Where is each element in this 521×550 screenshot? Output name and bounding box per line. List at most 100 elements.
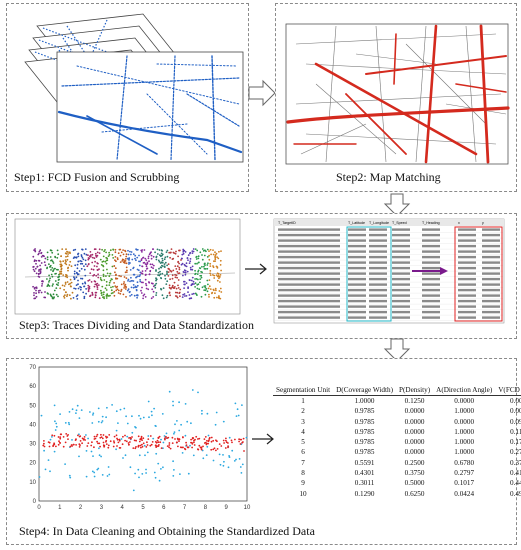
scatter-point-cleaned — [171, 436, 174, 439]
step3-caption: Step3: Traces Dividing and Data Standard… — [19, 318, 254, 332]
trace-point — [104, 260, 107, 263]
trace-point — [214, 256, 217, 259]
table-cell: 0.3750 — [404, 469, 425, 478]
trace-point — [114, 271, 116, 274]
trace-point — [108, 251, 110, 254]
trace-point — [194, 273, 197, 276]
trace-point — [137, 275, 139, 278]
trace-point — [102, 293, 105, 296]
trace-point — [122, 249, 124, 251]
trace-point — [165, 283, 168, 285]
trace-point — [39, 271, 42, 274]
scatter-point-cleaned — [210, 440, 213, 443]
scatter-point-raw — [115, 448, 117, 451]
trace-point — [191, 293, 194, 295]
scatter-point-cleaned — [140, 437, 143, 439]
trace-point — [220, 269, 223, 272]
sheet-cell — [482, 277, 500, 281]
trace-point — [168, 251, 171, 254]
trace-point — [178, 266, 181, 269]
scatter-point-cleaned — [191, 437, 194, 440]
trace-point — [156, 248, 159, 251]
scatter-point-cleaned — [238, 438, 241, 441]
scatter-point-raw — [93, 471, 96, 474]
scatter-point-cleaned — [101, 437, 104, 440]
trace-point — [53, 289, 56, 292]
sheet-cell — [482, 228, 500, 231]
scatter-point-cleaned — [78, 435, 81, 438]
sheet-cell — [278, 244, 340, 248]
trace-point — [188, 262, 191, 264]
sheet-cell — [482, 316, 500, 319]
sheet-cell — [482, 294, 500, 297]
trace-point — [106, 268, 108, 271]
trace-point — [211, 292, 213, 295]
scatter-point-raw — [59, 413, 61, 415]
trace-point — [133, 294, 136, 297]
trace-point — [196, 273, 199, 275]
scatter-point-cleaned — [57, 436, 60, 438]
scatter-point-raw — [85, 450, 88, 452]
trace-point — [75, 284, 78, 286]
trace-point — [67, 251, 69, 253]
trace-point — [166, 264, 169, 267]
sheet-cell — [348, 228, 366, 231]
scatter-point-raw — [135, 426, 137, 429]
scatter-point-raw — [107, 466, 110, 468]
trace-point — [119, 261, 122, 263]
trace-point — [161, 272, 164, 275]
table-cell: 10 — [299, 489, 307, 498]
trace-point — [56, 249, 59, 252]
trace-point — [43, 296, 46, 299]
scatter-point-cleaned — [215, 449, 217, 452]
trace-point — [87, 263, 90, 265]
sheet-cell — [422, 261, 440, 264]
trace-point — [136, 296, 138, 299]
trace-point — [203, 289, 206, 291]
table-cell: 0.4123 — [510, 469, 521, 478]
scatter-point-cleaned — [157, 445, 160, 447]
trace-point — [57, 295, 59, 298]
scatter-point-raw — [97, 420, 100, 423]
trace-point — [42, 254, 45, 257]
scatter-point-raw — [55, 422, 58, 425]
trace-point — [200, 276, 203, 279]
trace-point — [81, 256, 84, 259]
trace-point — [168, 286, 171, 289]
scatter-point-cleaned — [55, 445, 57, 448]
scatter-point-raw — [227, 466, 230, 469]
trace-point — [142, 294, 145, 297]
trace-point — [135, 288, 138, 291]
scatter-point-raw — [119, 408, 122, 411]
arrow-right-icon — [252, 433, 274, 445]
trace-point — [39, 264, 41, 267]
trace-point — [208, 296, 210, 298]
scatter-point-raw — [137, 468, 140, 471]
scatter-point-raw — [87, 437, 89, 440]
trace-point — [175, 287, 178, 290]
trace-point — [53, 296, 55, 299]
scatter-point-cleaned — [134, 447, 137, 450]
scatter-point-raw — [106, 406, 108, 409]
sheet-cell — [392, 305, 410, 308]
scatter-point-cleaned — [156, 439, 159, 442]
step3-panel: T_TargetID T_Latitude T_Longitude T_Speed T_… — [6, 213, 517, 339]
trace-point — [219, 287, 222, 290]
scatter-point-cleaned — [234, 438, 236, 441]
trace-point — [174, 265, 177, 267]
trace-point — [44, 257, 47, 260]
trace-point — [120, 251, 123, 254]
trace-point — [145, 284, 148, 287]
scatter-point-raw — [147, 400, 150, 403]
trace-point — [66, 258, 69, 261]
trace-point — [141, 249, 144, 251]
scatter-point-cleaned — [135, 439, 137, 442]
trace-point — [216, 267, 219, 269]
trace-point — [154, 251, 157, 254]
trace-point — [35, 289, 37, 292]
trace-point — [140, 259, 143, 262]
trace-point — [219, 274, 222, 276]
trace-point — [35, 295, 38, 298]
table-cell: 0.9785 — [354, 417, 375, 426]
trace-point — [127, 280, 129, 282]
